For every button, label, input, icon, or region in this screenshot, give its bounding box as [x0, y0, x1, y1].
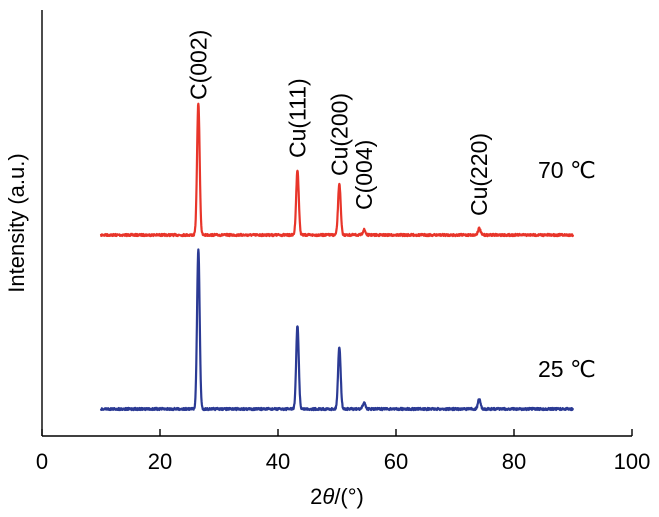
series-lines: [99, 102, 575, 412]
x-tick-label: 80: [502, 449, 526, 474]
y-axis-title: Intensity (a.u.): [4, 153, 29, 292]
series-label-0: 70 ℃: [538, 157, 596, 183]
x-axis-title-symbol: θ: [322, 484, 334, 509]
x-axis-title-suffix: /(°): [334, 484, 364, 509]
x-tick-label: 20: [148, 449, 172, 474]
x-axis-title-prefix: 2: [310, 484, 322, 509]
peak-annotations: C(002) Cu(111) Cu(200)C(004) Cu(220): [185, 30, 492, 216]
x-tick-label: 60: [384, 449, 408, 474]
peak-annotation: Cu(200): [326, 93, 352, 176]
series-line-1: [99, 248, 575, 412]
x-axis-title: 2θ/(°): [310, 484, 364, 509]
peak-annotation: C(002): [185, 30, 211, 100]
series-line-0: [99, 102, 575, 238]
x-tick-label: 40: [266, 449, 290, 474]
series-labels: 70 ℃ 25 ℃: [538, 157, 596, 382]
peak-annotation: C(004): [351, 140, 377, 210]
series-label-1: 25 ℃: [538, 356, 596, 382]
x-tick-label: 100: [614, 449, 651, 474]
peak-annotation: Cu(220): [466, 133, 492, 216]
x-tick-label: 0: [36, 449, 48, 474]
peak-annotation: Cu(111): [285, 78, 311, 158]
x-ticks: 0 20 40 60 80 100: [36, 429, 650, 474]
